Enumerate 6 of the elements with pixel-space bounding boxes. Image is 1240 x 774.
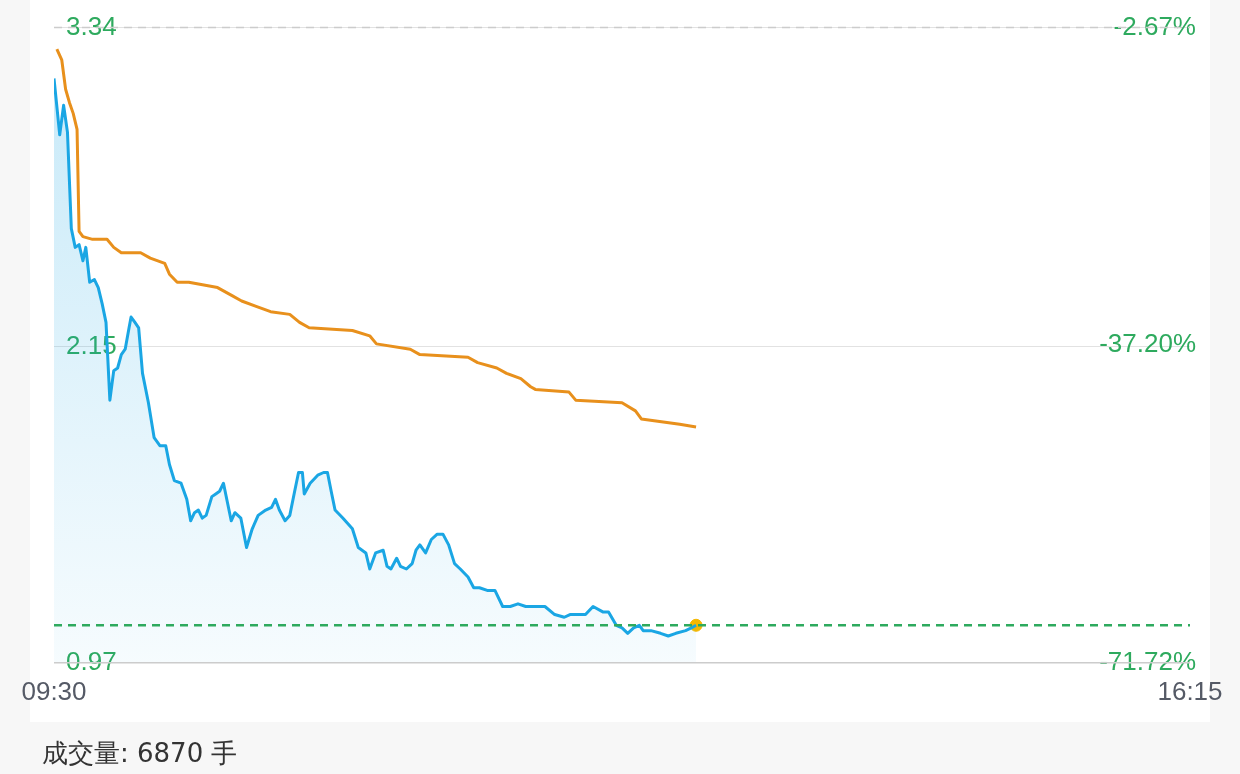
text: 成交量: 6870 手 bbox=[42, 737, 238, 770]
x-tick-label: 09:30 bbox=[21, 675, 87, 706]
y-tick-label: 3.34 bbox=[66, 10, 117, 41]
x-tick-label: 16:15 bbox=[1157, 675, 1223, 706]
y2-tick-label: -2.67% bbox=[1113, 10, 1196, 41]
y2-tick-label: -37.20% bbox=[1099, 328, 1196, 359]
